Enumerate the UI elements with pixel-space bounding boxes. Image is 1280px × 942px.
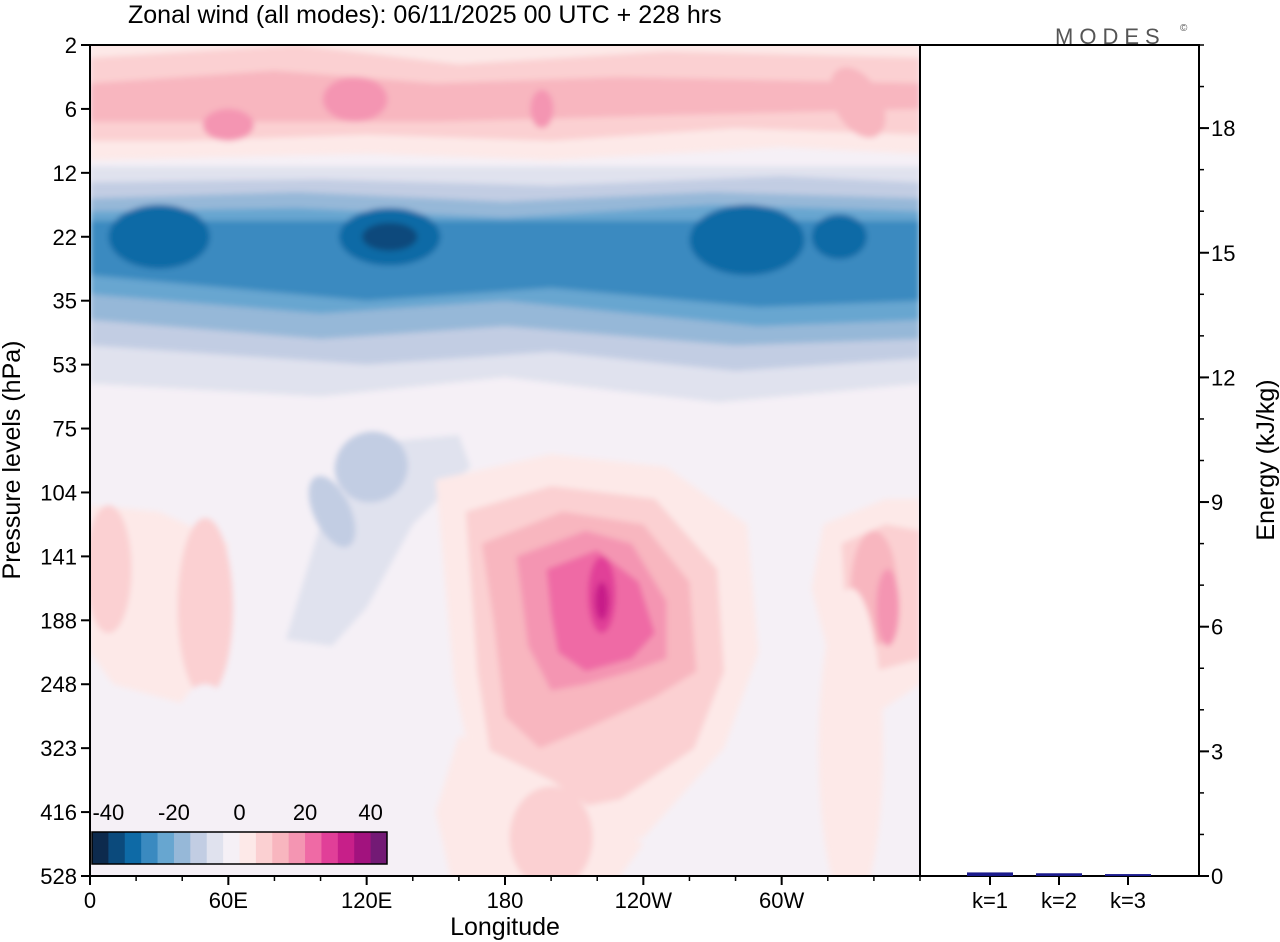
energy-tick-label: 9 (1211, 490, 1223, 515)
colorbar-swatch (255, 832, 273, 864)
energy-bar (1105, 874, 1151, 876)
upper-westerly-core (530, 89, 554, 129)
energy-tick-label: 12 (1211, 365, 1235, 390)
colorbar-swatch (321, 832, 339, 864)
x-tick-label: 180 (487, 888, 524, 913)
chart-title: Zonal wind (all modes): 06/11/2025 00 UT… (128, 1, 722, 29)
upper-westerly-band (90, 70, 920, 122)
y-tick-label: 35 (53, 289, 77, 314)
y-tick-label: 141 (40, 544, 77, 569)
x-axis: 0 60E 120E 180 120W 60W (84, 876, 921, 913)
colorbar-swatch (141, 832, 159, 864)
lower-easterly-patch (159, 684, 252, 876)
colorbar-tick-label: 40 (358, 800, 382, 825)
easterly-core (108, 204, 210, 269)
energy-tick-label: 0 (1211, 864, 1223, 889)
colorbar-swatch (108, 832, 126, 864)
y-tick-label: 75 (53, 417, 77, 442)
x-tick-label: 120W (615, 888, 673, 913)
x-tick-label: 120E (341, 888, 392, 913)
colorbar-swatch (92, 832, 109, 864)
lower-westerly-core (509, 786, 593, 876)
colorbar-tick-label: -40 (92, 800, 124, 825)
colorbar-swatch (370, 832, 388, 864)
upper-westerly-core (322, 76, 388, 122)
energy-category-label: k=2 (1041, 888, 1077, 913)
brand-mark: © (1180, 23, 1188, 34)
east-pacific-westerly-core (876, 569, 900, 646)
western-westerly-core (90, 505, 132, 634)
x-tick-label: 60W (759, 888, 804, 913)
colorbar-swatch (223, 832, 240, 864)
y-tick-label: 248 (40, 672, 77, 697)
colorbar-swatch (354, 832, 372, 864)
lower-easterly-patch (362, 684, 418, 876)
y-tick-label: 6 (65, 97, 77, 122)
y-axis: 2 6 12 22 35 53 75 104 141 188 248 323 416 528 (40, 33, 90, 889)
weak-easterly-band (90, 377, 920, 480)
colorbar-tick-label: -20 (158, 800, 190, 825)
y-tick-label: 12 (53, 161, 77, 186)
x-tick-label: 0 (84, 888, 96, 913)
y-tick-label: 188 (40, 608, 77, 633)
energy-bar-panel: 0 3 6 9 12 15 18 k=1 k=2 k=3 (967, 44, 1235, 913)
energy-tick-label: 3 (1211, 739, 1223, 764)
colorbar-tick-label: 20 (293, 800, 317, 825)
colorbar-swatch (239, 832, 257, 864)
colorbar-swatch (190, 832, 208, 864)
energy-axis-label: Energy (kJ/kg) (1252, 379, 1280, 540)
energy-tick-label: 15 (1211, 241, 1235, 266)
lower-westerly-core (818, 588, 884, 876)
weak-easterly-tongue (286, 434, 471, 646)
colorbar-swatch (337, 832, 355, 864)
colorbar-swatch (305, 832, 322, 864)
upper-westerly-core (830, 67, 886, 138)
easterly-inner-core (362, 222, 418, 251)
colorbar-swatch (124, 832, 142, 864)
colorbar: -40 -20 0 20 40 (91, 800, 388, 865)
y-tick-label: 104 (40, 480, 77, 505)
y-tick-label: 528 (40, 864, 77, 889)
x-tick-label: 60E (209, 888, 248, 913)
energy-category-label: k=3 (1110, 888, 1146, 913)
energy-tick-label: 18 (1211, 116, 1235, 141)
y-tick-label: 2 (65, 33, 77, 58)
weak-easterly-core (334, 431, 408, 503)
colorbar-swatch (288, 832, 306, 864)
colorbar-swatch (206, 832, 224, 864)
colorbar-swatch (272, 832, 290, 864)
main-jet-core (594, 581, 609, 621)
colorbar-swatch (173, 832, 191, 864)
y-tick-label: 416 (40, 800, 77, 825)
y-tick-label: 53 (53, 353, 77, 378)
upper-westerly-core (202, 108, 254, 141)
energy-axes-frame (919, 44, 1200, 877)
weak-easterly-core (308, 476, 356, 548)
energy-tick-label: 6 (1211, 615, 1223, 640)
y-axis-label: Pressure levels (hPa) (0, 341, 26, 580)
colorbar-swatch (157, 832, 175, 864)
y-tick-label: 22 (53, 225, 77, 250)
easterly-core (811, 214, 867, 260)
easterly-core (689, 204, 805, 276)
colorbar-tick-label: 0 (233, 800, 245, 825)
energy-bar (1036, 873, 1082, 876)
energy-bar (967, 872, 1013, 876)
wind-contour-panel (90, 45, 920, 876)
energy-category-label: k=1 (972, 888, 1008, 913)
x-axis-label: Longitude (450, 913, 560, 941)
colorbar-frame (91, 831, 388, 865)
y-tick-label: 323 (40, 736, 77, 761)
western-westerly-core (177, 518, 233, 698)
